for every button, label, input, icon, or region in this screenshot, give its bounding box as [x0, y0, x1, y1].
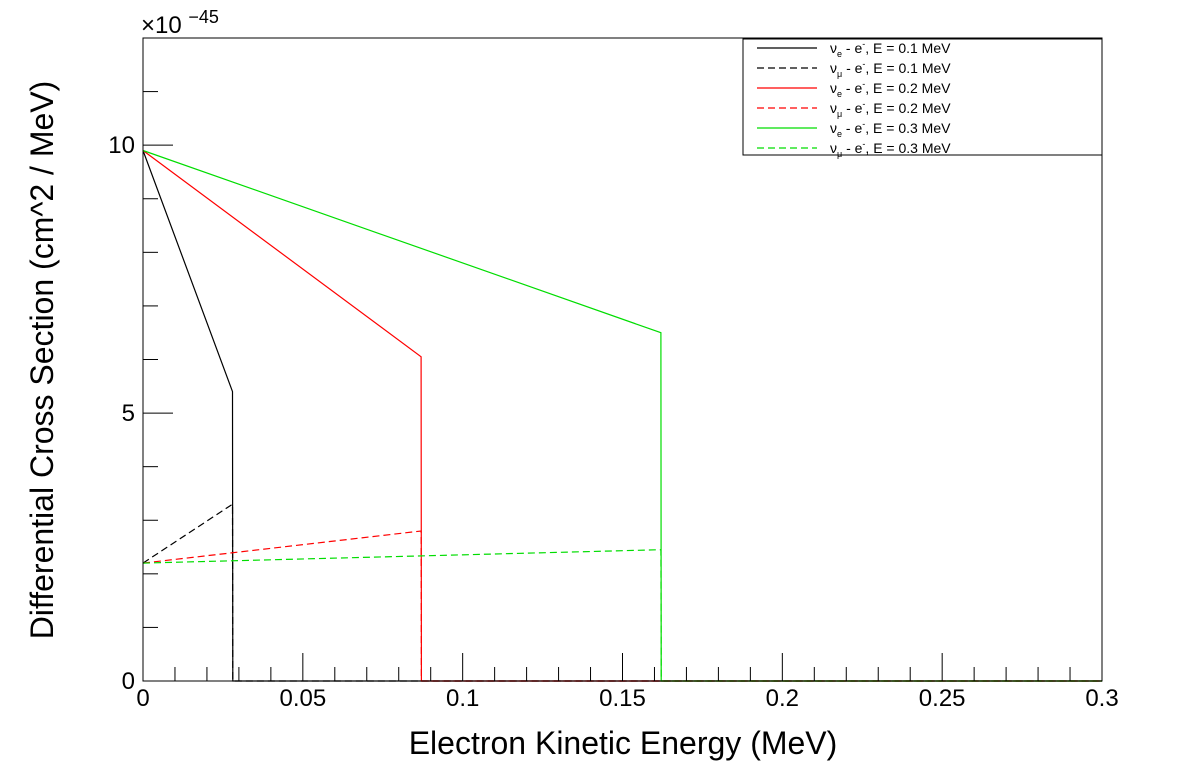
legend-entry: νμ - e-, E = 0.3 MeV [757, 139, 951, 159]
x-tick-label: 0.15 [599, 685, 646, 712]
x-tick-label: 0.1 [446, 685, 479, 712]
x-axis-tick-labels: 0 0.05 0.1 0.15 0.2 0.25 0.3 [136, 685, 1118, 712]
x-tick-label: 0.3 [1085, 685, 1118, 712]
x-tick-label: 0.05 [279, 685, 326, 712]
legend-entry: νe - e-, E = 0.1 MeV [757, 39, 951, 59]
legend-label: νμ - e-, E = 0.3 MeV [830, 139, 951, 159]
legend-label: νμ - e-, E = 0.2 MeV [830, 99, 951, 119]
x-tick-label: 0.25 [919, 685, 966, 712]
legend-entry: νμ - e-, E = 0.2 MeV [757, 99, 951, 119]
legend-entry: νe - e-, E = 0.2 MeV [757, 79, 951, 99]
y-axis-title: Differential Cross Section (cm^2 / MeV) [24, 81, 60, 640]
x-axis-ticks [142, 653, 1103, 681]
legend-label: νe - e-, E = 0.2 MeV [830, 79, 951, 99]
legend-box [742, 38, 1103, 156]
x-axis-title: Electron Kinetic Energy (MeV) [409, 725, 838, 761]
legend-entry: νμ - e-, E = 0.1 MeV [757, 59, 951, 79]
y-axis-tick-labels: 0 5 10 [108, 132, 135, 695]
legend-label: νe - e-, E = 0.1 MeV [830, 39, 951, 59]
x-tick-label: 0 [136, 685, 149, 712]
y-tick-label: 5 [122, 400, 135, 427]
y-tick-label: 0 [122, 668, 135, 695]
y-axis-multiplier: ×10 −45 [141, 7, 219, 39]
legend-label: νμ - e-, E = 0.1 MeV [830, 59, 951, 79]
y-axis-multiplier-base: ×10 [141, 12, 182, 39]
y-axis-ticks [143, 37, 173, 682]
y-tick-label: 10 [108, 132, 135, 159]
y-axis-multiplier-exponent: −45 [188, 7, 219, 27]
x-tick-label: 0.2 [766, 685, 799, 712]
legend-entry: νe - e-, E = 0.3 MeV [757, 119, 951, 139]
legend-label: νe - e-, E = 0.3 MeV [830, 119, 951, 139]
